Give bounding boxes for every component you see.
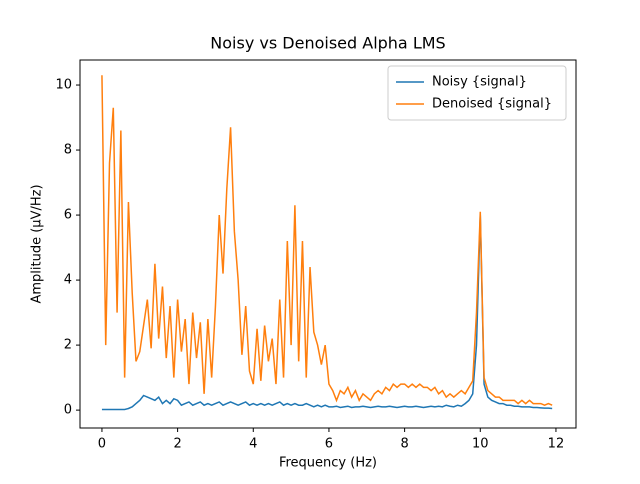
x-tick-label: 2 [173,437,181,452]
series-line [101,215,553,411]
legend-box [387,65,567,121]
x-tick-label: 10 [472,437,489,452]
series-line [101,75,553,407]
x-tick-label: 0 [98,437,106,452]
y-tick-label: 10 [55,78,72,93]
legend-label: Noisy {signal} [432,75,527,90]
y-tick-label: 6 [64,208,72,223]
x-tick-label: 6 [325,437,333,452]
x-tick-label: 4 [249,437,257,452]
x-tick-label: 12 [548,437,565,452]
legend-label: Denoised {signal} [432,97,552,112]
y-tick-label: 0 [64,403,72,418]
plot-area [101,75,553,411]
x-tick-label: 8 [400,437,408,452]
y-tick-label: 4 [64,273,72,288]
plot-frame [79,59,577,429]
chart-title: Noisy vs Denoised Alpha LMS [210,34,445,53]
y-tick-label: 8 [64,143,72,158]
x-axis-label: Frequency (Hz) [279,456,377,471]
y-tick-label: 2 [64,338,72,353]
y-axis-label: Amplitude (μV/Hz) [30,184,45,303]
